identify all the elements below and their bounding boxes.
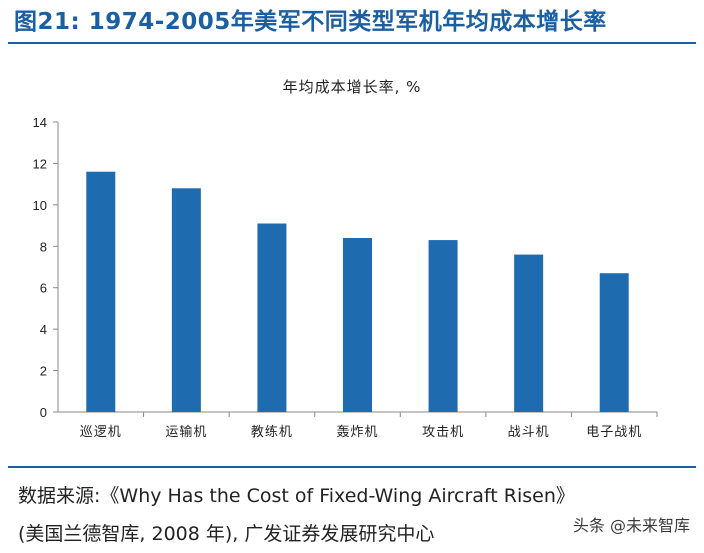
source-line-2: (美国兰德智库, 2008 年), 广发证券发展研究中心 — [18, 523, 435, 545]
bar — [86, 171, 116, 412]
x-tick-label: 运输机 — [165, 424, 207, 440]
watermark-text: 头条 @未来智库 — [572, 516, 690, 535]
chart-title: 年均成本增长率, % — [282, 78, 422, 96]
y-tick-label: 10 — [33, 198, 47, 213]
source-divider — [8, 466, 696, 468]
x-tick-label: 战斗机 — [508, 425, 550, 440]
y-tick-label: 14 — [33, 115, 47, 130]
y-tick-label: 8 — [40, 239, 47, 254]
title-divider — [8, 42, 696, 44]
y-tick-label: 6 — [40, 281, 47, 296]
bar — [343, 238, 372, 412]
x-tick-label: 攻击机 — [422, 425, 464, 440]
figure-title: 图21: 1974-2005年美军不同类型军机年均成本增长率 — [14, 9, 607, 35]
x-tick-label: 教练机 — [251, 424, 293, 440]
bar — [599, 273, 629, 412]
y-tick-label: 2 — [40, 364, 47, 379]
bar — [257, 223, 287, 412]
x-tick-label: 巡逻机 — [80, 425, 122, 440]
y-tick-label: 4 — [40, 322, 47, 337]
x-tick-label: 轰炸机 — [336, 424, 378, 440]
source-note: 数据来源:《Why Has the Cost of Fixed-Wing Air… — [18, 477, 575, 553]
bar — [171, 188, 201, 412]
y-tick-label: 0 — [40, 405, 47, 420]
bar — [514, 254, 544, 412]
source-line-1: 数据来源:《Why Has the Cost of Fixed-Wing Air… — [18, 485, 575, 507]
y-tick-label: 12 — [33, 156, 47, 171]
x-tick-label: 电子战机 — [586, 425, 642, 440]
bar — [428, 240, 458, 412]
